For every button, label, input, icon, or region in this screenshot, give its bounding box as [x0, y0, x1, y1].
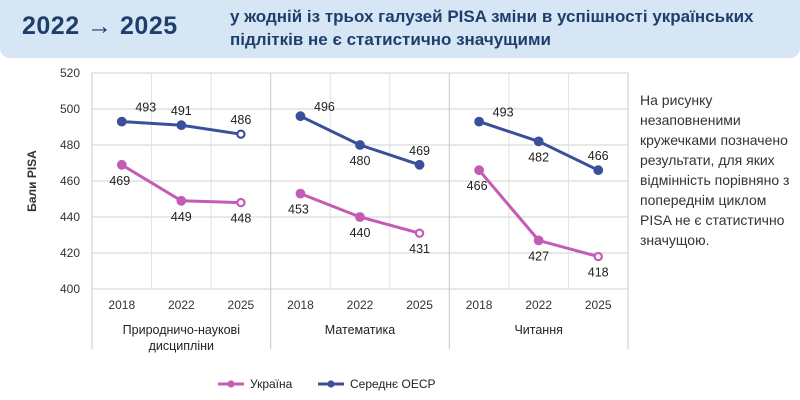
- data-label: 449: [171, 210, 192, 224]
- data-point: [236, 197, 246, 208]
- data-label: 466: [467, 179, 488, 193]
- data-label: 427: [528, 249, 549, 263]
- data-label: 440: [350, 226, 371, 240]
- data-label: 493: [135, 101, 156, 115]
- data-point: [593, 251, 603, 262]
- data-label: 448: [230, 212, 251, 226]
- data-label: 482: [528, 150, 549, 164]
- y-tick-label: 480: [60, 138, 80, 152]
- x-tick-label: 2022: [525, 298, 552, 312]
- chart: 400 420 440 460 480 500 520 Бали PISA 2018 2022 20…: [25, 66, 629, 391]
- data-point: [533, 235, 544, 246]
- x-tick-label: 2025: [406, 298, 433, 312]
- data-point: [533, 136, 544, 147]
- data-point: [295, 111, 306, 122]
- data-point: [355, 212, 365, 222]
- data-label: 469: [109, 174, 130, 188]
- banner-years: 2022 → 2025: [22, 12, 178, 40]
- x-tick-label: 2018: [287, 298, 314, 312]
- side-note: На рисунку незаповненими кружечками позн…: [640, 92, 790, 248]
- data-point: [414, 228, 425, 238]
- legend-label: Середнє ОЕСР: [350, 377, 436, 391]
- legend-label: Україна: [250, 377, 293, 391]
- y-tick-label: 460: [60, 174, 80, 188]
- x-tick-label: 2022: [168, 298, 195, 312]
- data-point: [355, 140, 365, 150]
- header-banner: 2022 → 2025 у жодній із трьох галузей PI…: [0, 0, 800, 58]
- x-tick-label: 2018: [108, 298, 135, 312]
- y-axis-label: Бали PISA: [25, 150, 39, 212]
- data-point: [474, 165, 485, 176]
- legend-marker: [227, 380, 235, 388]
- data-label: 480: [350, 154, 371, 168]
- x-tick-label: 2025: [228, 298, 255, 312]
- banner-title: у жодній із трьох галузей PISA зміни в у…: [230, 7, 754, 49]
- data-label: 491: [171, 104, 192, 118]
- data-label: 469: [409, 144, 430, 158]
- y-tick-label: 420: [60, 246, 80, 260]
- data-label: 493: [493, 106, 514, 120]
- panel-label: Природничо-наукові: [123, 323, 240, 337]
- data-point: [116, 116, 127, 127]
- data-label: 431: [409, 242, 430, 256]
- data-label: 453: [288, 203, 309, 217]
- data-label: 466: [588, 149, 609, 163]
- data-point: [295, 188, 306, 199]
- x-tick-label: 2022: [347, 298, 374, 312]
- data-point: [116, 159, 127, 170]
- y-tick-label: 520: [60, 66, 80, 80]
- data-label: 496: [314, 100, 335, 114]
- data-point: [474, 116, 485, 127]
- y-tick-label: 500: [60, 102, 80, 116]
- panel-label: Математика: [325, 323, 395, 337]
- legend-marker: [327, 380, 335, 388]
- y-tick-label: 440: [60, 210, 80, 224]
- data-label: 418: [588, 266, 609, 280]
- panel-label: Читання: [514, 323, 562, 337]
- data-point: [176, 120, 187, 131]
- y-tick-label: 400: [60, 282, 80, 296]
- x-tick-label: 2018: [466, 298, 493, 312]
- data-point: [414, 159, 425, 170]
- panel-label: дисципліни: [149, 339, 214, 353]
- x-tick-label: 2025: [585, 298, 612, 312]
- data-point: [593, 165, 604, 176]
- data-point: [176, 195, 187, 206]
- data-label: 486: [230, 113, 251, 127]
- data-point: [236, 129, 246, 139]
